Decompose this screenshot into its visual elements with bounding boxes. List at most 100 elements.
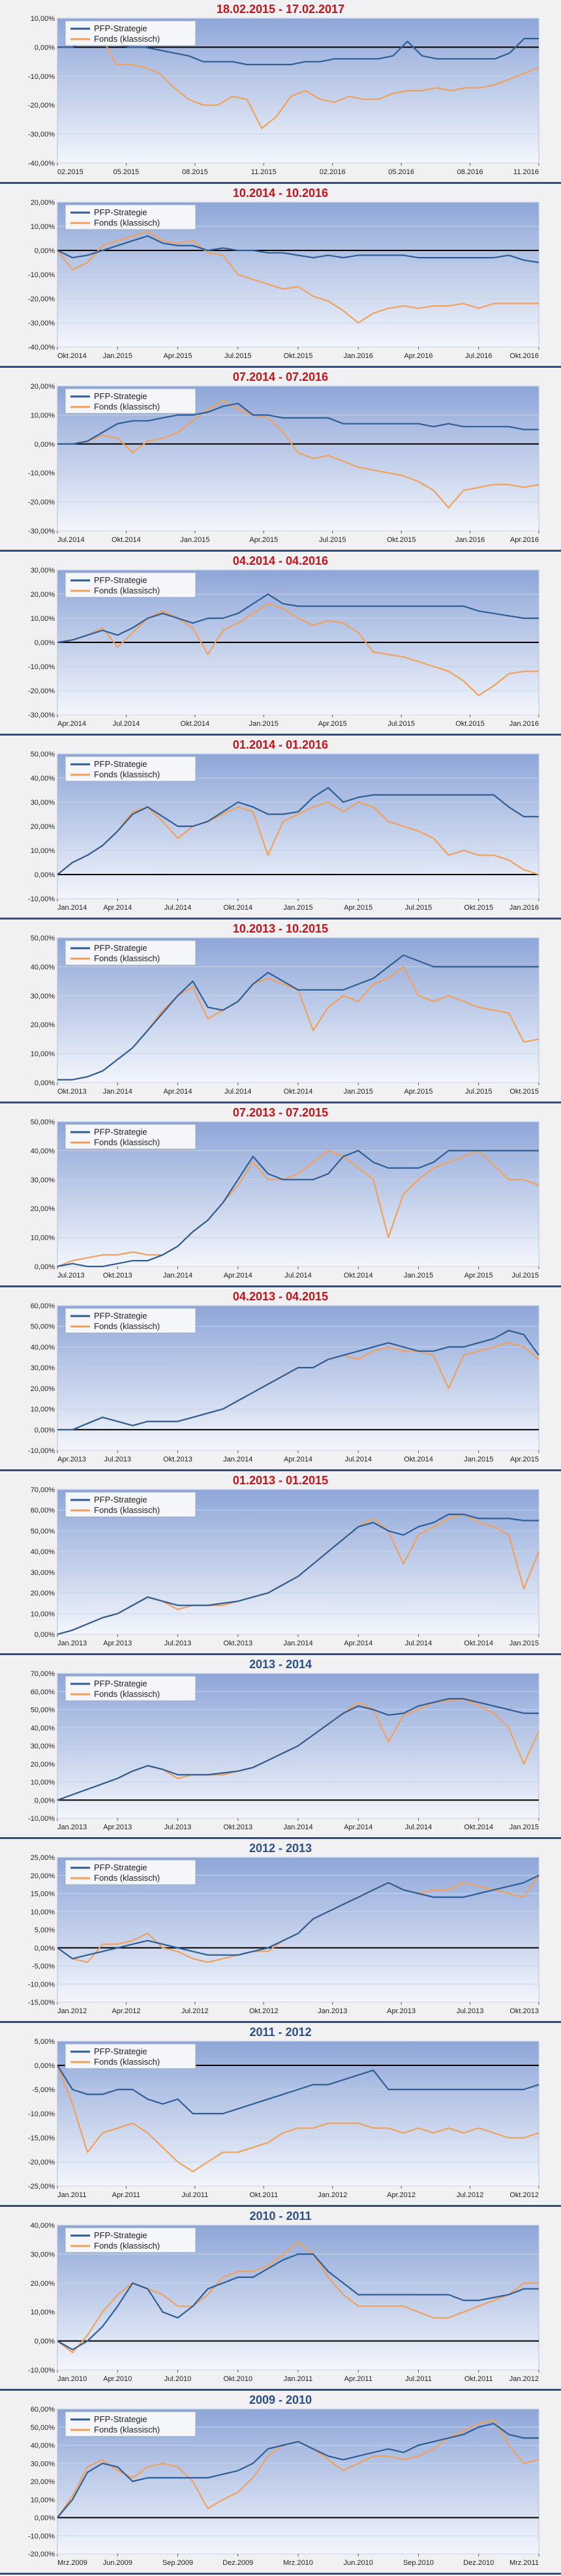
y-tick-label: 20,00% — [31, 1761, 55, 1769]
x-tick-label: Okt.2014 — [223, 904, 252, 912]
y-tick-label: -20,00% — [28, 687, 55, 695]
legend-box — [65, 572, 196, 598]
y-tick-label: 10,00% — [31, 1610, 55, 1618]
y-tick-label: 0,00% — [35, 1263, 55, 1271]
x-tick-label: Jan.2012 — [509, 2375, 539, 2383]
x-tick-label: Okt.2014 — [344, 1272, 373, 1280]
chart-svg: 10.2014 - 10.2016 -40,00% -30,00% -20,00% -1… — [28, 187, 539, 360]
chart-svg: 18.02.2015 - 17.02.2017 -40,00% -30,00% -20… — [28, 3, 539, 176]
series-line-fonds-klassisch — [57, 1150, 539, 1268]
y-tick-label: 30,00% — [31, 2460, 55, 2468]
y-tick-label: 10,00% — [31, 2309, 55, 2316]
x-tick-label: Apr.2015 — [464, 1272, 493, 1280]
x-tick-label: Jul.2015 — [511, 1272, 539, 1280]
y-tick-label: 30,00% — [31, 993, 55, 1000]
x-tick-label: Jan.2014 — [57, 904, 87, 912]
panel-divider — [0, 366, 561, 368]
panel-divider — [0, 182, 561, 184]
y-tick-label: -15,00% — [28, 1999, 55, 2007]
y-tick-label: 10,00% — [31, 1779, 55, 1787]
panel-divider — [0, 2021, 561, 2023]
y-tick-label: 20,00% — [31, 1205, 55, 1213]
y-tick-label: 30,00% — [31, 567, 55, 575]
x-tick-label: Okt.2011 — [464, 2375, 493, 2383]
chart-panel: 01.2013 - 01.2015 0,00% 10,00% 20,00% 30,00%… — [0, 1471, 561, 1653]
x-tick-label: Jul.2014 — [405, 1640, 432, 1647]
chart-svg: 2013 - 2014 -10,00% 0,00% 10,00% 20,00% 30,00… — [28, 1658, 539, 1831]
x-tick-label: 05.2015 — [114, 168, 140, 176]
x-tick-label: Apr.2015 — [510, 1456, 539, 1463]
x-tick-label: Jul.2011 — [181, 2191, 208, 2199]
y-tick-label: -10,00% — [28, 895, 55, 903]
y-tick-label: 25,00% — [31, 1854, 55, 1862]
x-tick-label: Jan.2014 — [223, 1456, 252, 1463]
chart-title: 10.2013 - 10.2015 — [233, 922, 328, 935]
chart-svg: 2011 - 2012 -25,00% -20,00% -15,00% -10,00% -… — [28, 2026, 539, 2199]
x-tick-label: Jan.2014 — [163, 1272, 192, 1280]
chart-svg: 01.2014 - 01.2016 -10,00% 0,00% 10,00% 20,00… — [28, 738, 539, 912]
y-tick-label: 50,00% — [31, 1118, 55, 1126]
series-line-pfp-strategie — [57, 2065, 539, 2115]
chart-svg: 10.2013 - 10.2015 0,00% 10,00% 20,00% 30,00%… — [31, 922, 539, 1096]
y-tick-label: -10,00% — [28, 2110, 55, 2118]
x-tick-label: Apr.2015 — [404, 1088, 432, 1096]
x-tick-label: Apr.2013 — [103, 1823, 132, 1831]
y-tick-label: -5,00% — [32, 2086, 55, 2094]
x-tick-label: Apr.2011 — [112, 2191, 140, 2199]
x-tick-label: Okt.2014 — [464, 1823, 493, 1831]
legend-label: PFP-Strategie — [94, 943, 147, 953]
x-tick-label: Okt.2013 — [509, 2007, 539, 2015]
legend-box — [65, 20, 196, 46]
x-tick-label: Apr.2013 — [57, 1456, 86, 1463]
x-tick-label: Apr.2015 — [344, 904, 372, 912]
chart-panel: 01.2014 - 01.2016 -10,00% 0,00% 10,00% 20,00… — [0, 736, 561, 918]
legend-label: Fonds (klassisch) — [94, 2057, 160, 2067]
x-tick-label: Jan.2016 — [509, 720, 539, 728]
y-tick-label: 0,00% — [35, 639, 55, 647]
series-line-fonds-klassisch — [57, 801, 539, 876]
y-tick-label: -20,00% — [28, 295, 55, 303]
y-tick-label: 10,00% — [31, 412, 55, 419]
y-tick-label: 10,00% — [31, 1908, 55, 1916]
y-tick-label: 30,00% — [31, 1364, 55, 1372]
y-tick-label: 20,00% — [31, 2280, 55, 2288]
chart-title: 18.02.2015 - 17.02.2017 — [217, 3, 344, 16]
chart-title: 2011 - 2012 — [249, 2026, 311, 2039]
y-tick-label: -30,00% — [28, 320, 55, 327]
y-tick-label: -15,00% — [28, 2134, 55, 2142]
chart-title: 01.2014 - 01.2016 — [233, 738, 328, 751]
legend-label: PFP-Strategie — [94, 1127, 147, 1137]
chart-panel: 07.2013 - 07.2015 0,00% 10,00% 20,00% 30,00%… — [0, 1103, 561, 1285]
y-tick-label: 10,00% — [31, 847, 55, 855]
series-line-pfp-strategie — [57, 786, 539, 875]
series-line-fonds-klassisch — [57, 35, 539, 129]
chart-svg: 07.2013 - 07.2015 0,00% 10,00% 20,00% 30,00%… — [31, 1106, 539, 1280]
series-line-pfp-strategie — [57, 1698, 539, 1801]
y-tick-label: 0,00% — [35, 247, 55, 255]
x-tick-label: Jan.2013 — [318, 2007, 347, 2015]
x-tick-label: 05.2016 — [388, 168, 414, 176]
x-tick-label: Jul.2014 — [344, 1456, 372, 1463]
x-tick-label: Okt.2011 — [249, 2191, 278, 2199]
chart-panel: 2013 - 2014 -10,00% 0,00% 10,00% 20,00% 30,00… — [0, 1655, 561, 1837]
x-tick-label: Jan.2015 — [404, 1272, 433, 1280]
y-tick-label: 60,00% — [31, 1302, 55, 1310]
x-tick-label: Dez.2009 — [222, 2559, 253, 2567]
y-tick-label: 0,00% — [35, 1426, 55, 1434]
y-tick-label: 20,00% — [31, 1872, 55, 1880]
series-line-fonds-klassisch — [56, 2065, 539, 2172]
legend-label: PFP-Strategie — [94, 2230, 147, 2240]
y-tick-label: 10,00% — [31, 1406, 55, 1414]
y-tick-label: 5,00% — [35, 1926, 55, 1934]
x-tick-label: Sep.2010 — [403, 2559, 434, 2567]
x-tick-label: Jul.2013 — [164, 1640, 192, 1647]
legend-box — [65, 2411, 196, 2437]
x-tick-label: Okt.2015 — [509, 1088, 539, 1096]
legend-label: Fonds (klassisch) — [94, 586, 160, 595]
x-tick-label: Apr.2011 — [344, 2375, 372, 2383]
legend-label: PFP-Strategie — [94, 2046, 147, 2056]
x-tick-label: Apr.2014 — [344, 1640, 372, 1647]
x-tick-label: Okt.2013 — [57, 1088, 87, 1096]
y-tick-label: -30,00% — [28, 131, 55, 139]
x-tick-label: Apr.2012 — [112, 2007, 140, 2015]
